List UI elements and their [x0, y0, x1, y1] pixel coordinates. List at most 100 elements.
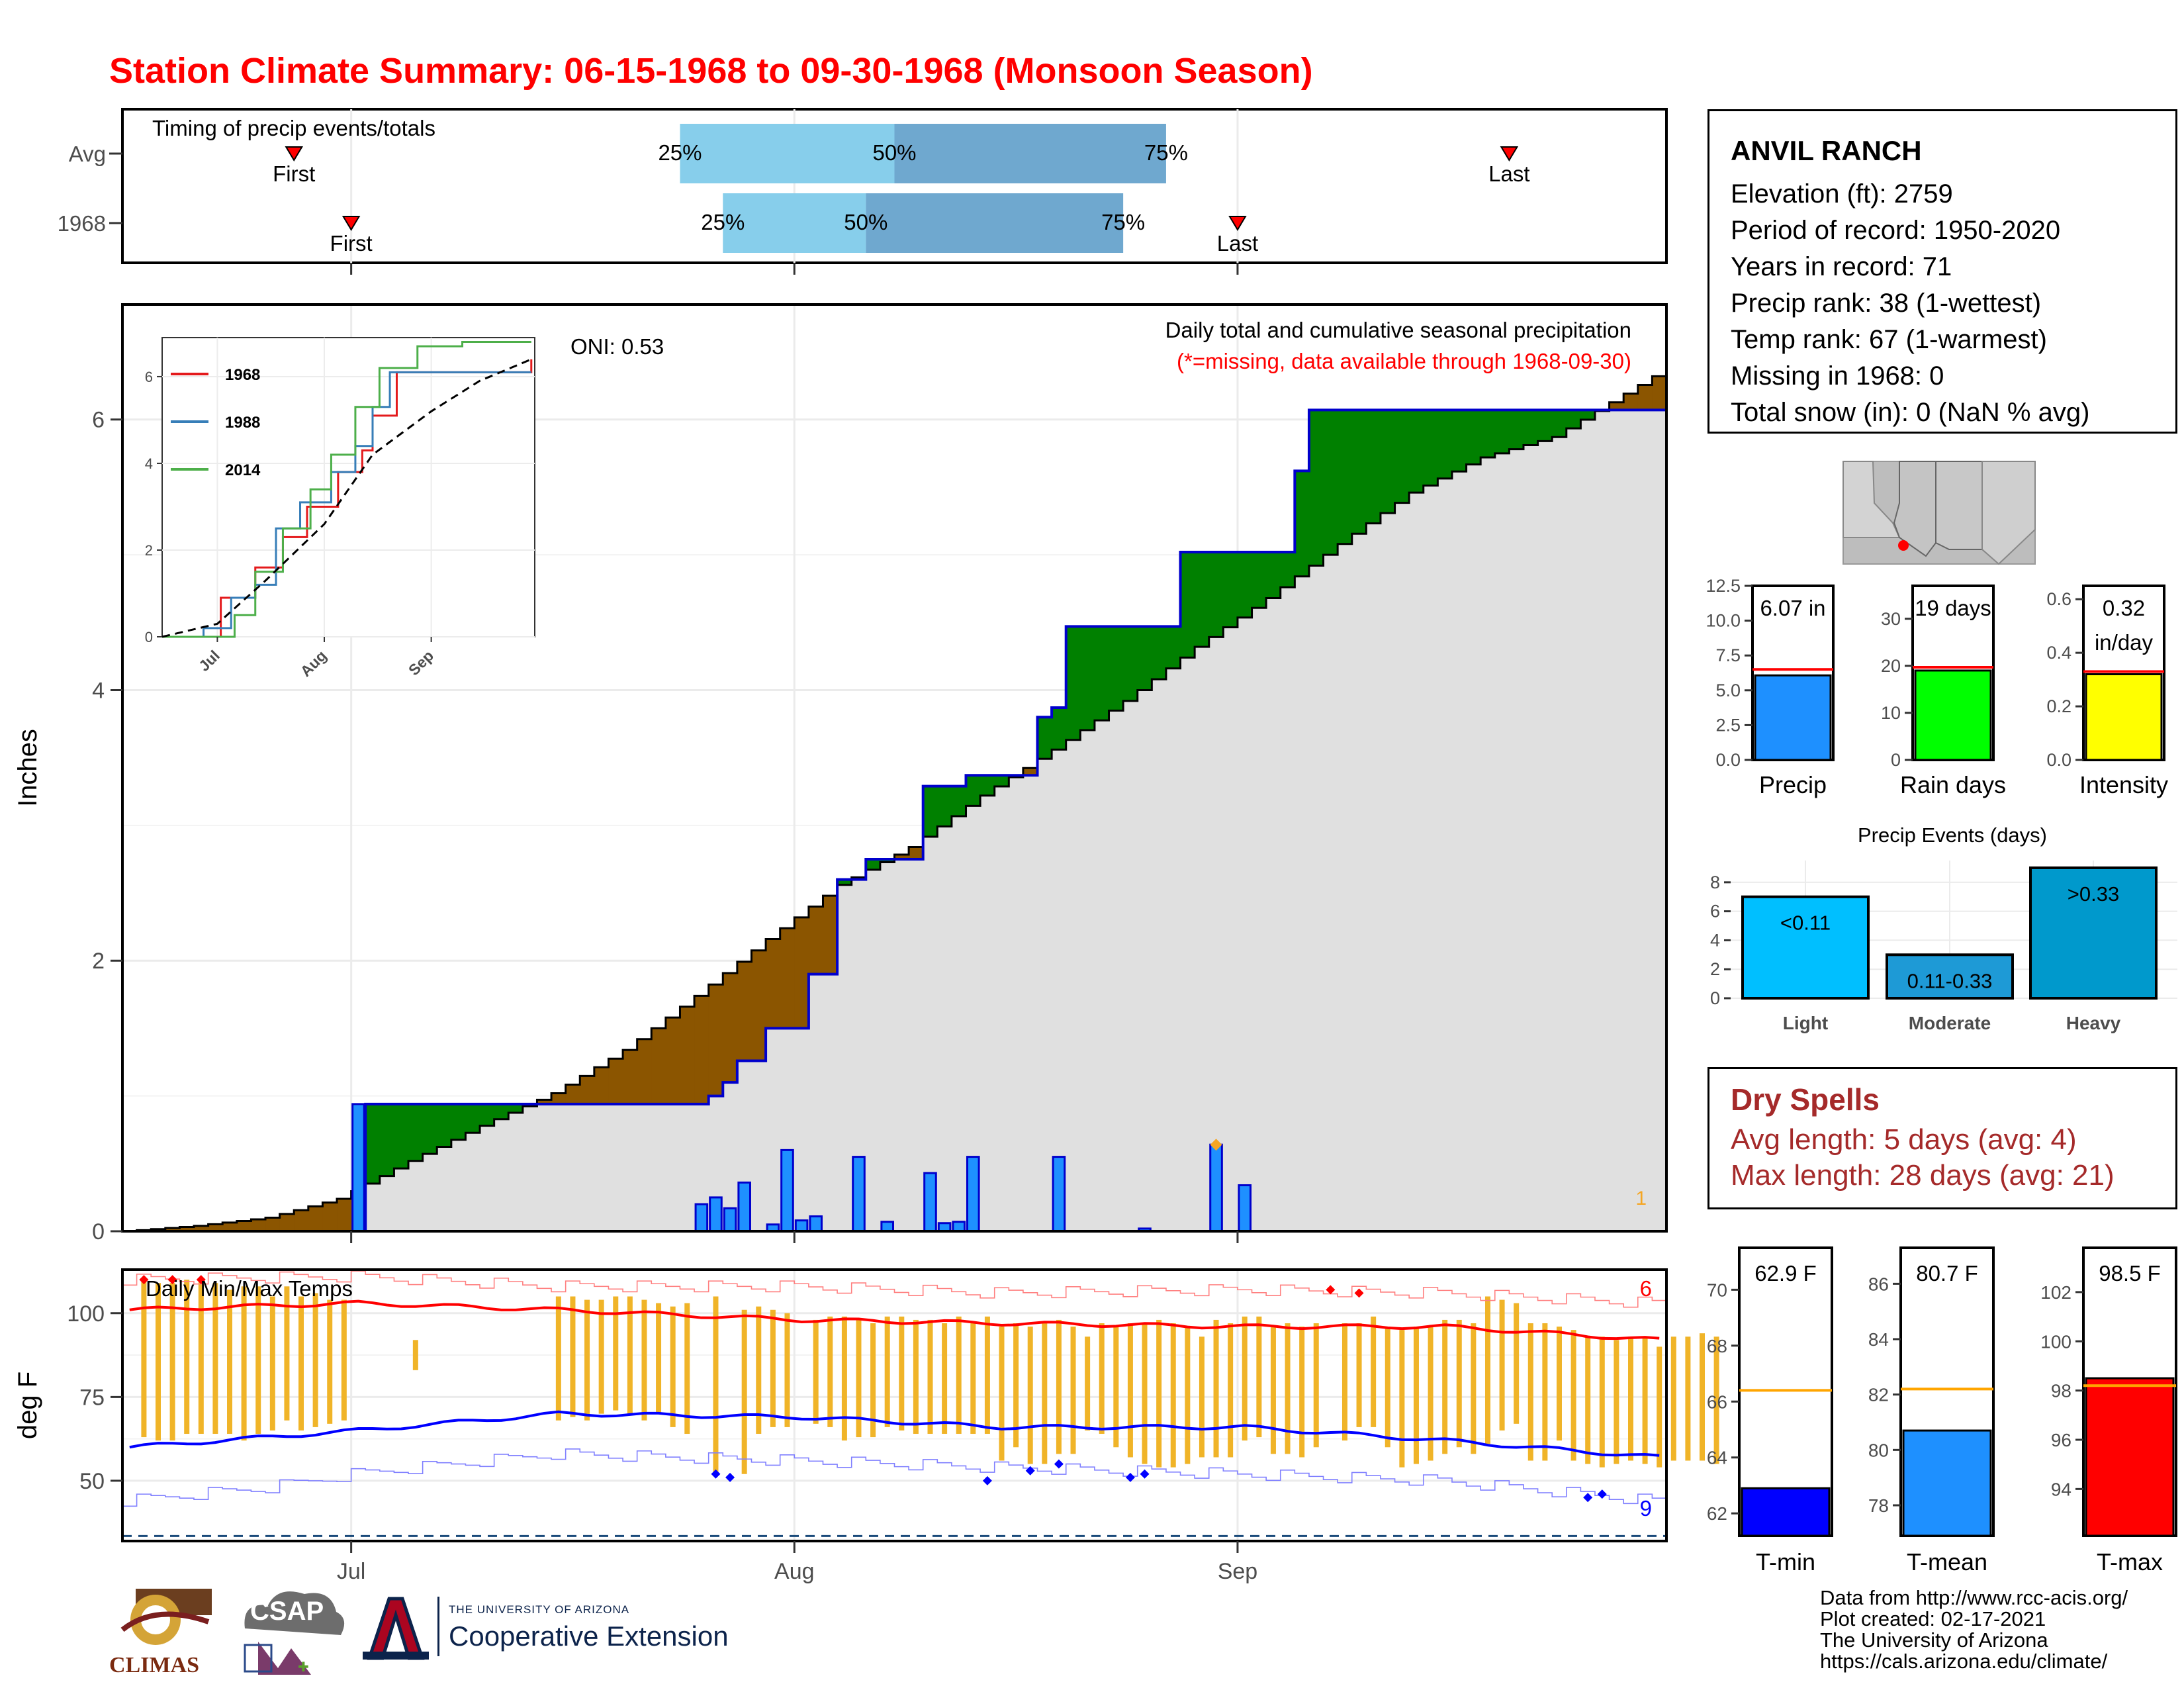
temp-summary-y-tick-label: 96 [2051, 1430, 2071, 1450]
timing-pct-label: 75% [1144, 140, 1188, 165]
cumulative-base-fill [408, 1160, 424, 1231]
events-y-tick-label: 6 [1710, 902, 1720, 921]
summary-y-tick-label: 0.0 [2046, 750, 2071, 770]
cumulative-base-fill [1208, 637, 1224, 1231]
events-title: Precip Events (days) [1858, 823, 2047, 847]
record-low-marker [1025, 1466, 1035, 1476]
avg-min-line [129, 1410, 1660, 1457]
cumulative-base-fill [923, 837, 938, 1231]
below-average-fill [337, 1198, 352, 1231]
record-min-line [122, 1448, 1666, 1507]
daily-temp-range-bar [1042, 1323, 1048, 1464]
below-average-fill [165, 1228, 181, 1231]
daily-temp-range-bar [298, 1296, 304, 1430]
daily-temp-range-bar [1356, 1323, 1362, 1427]
events-y-tick-label: 8 [1710, 872, 1720, 892]
record-high-marker [1326, 1285, 1336, 1295]
cumulative-base-fill [1437, 478, 1453, 1232]
inset-frame [161, 337, 535, 637]
daily-temp-range-bar [956, 1316, 962, 1434]
summary-y-tick-label: 20 [1881, 656, 1901, 676]
events-category-label: Heavy [2066, 1013, 2121, 1033]
csap-logo[interactable]: ✚ CSAP [232, 1582, 351, 1681]
daily-temp-range-bar [999, 1327, 1005, 1461]
record-low-marker [1597, 1489, 1607, 1499]
above-average-fill [951, 786, 967, 816]
above-average-fill [837, 879, 852, 885]
daily-temp-range-bar [770, 1309, 776, 1427]
above-average-fill [980, 775, 995, 796]
daily-temp-range-bar [412, 1340, 418, 1370]
summary-y-tick-label: 0.6 [2046, 589, 2071, 609]
daily-precip-bar [1238, 1184, 1252, 1233]
temp-summary-value-label: 98.5 F [2099, 1261, 2161, 1286]
record-low-marker [1140, 1469, 1150, 1479]
timing-pct-label: 25% [701, 210, 745, 234]
timing-pct-label: 25% [658, 140, 702, 165]
cumulative-base-fill [1323, 555, 1338, 1231]
daily-temp-range-bar [870, 1323, 876, 1438]
daily-temp-range-bar [184, 1280, 190, 1434]
cumulative-base-fill [1109, 710, 1124, 1231]
cumulative-base-fill [1280, 587, 1295, 1231]
above-average-fill [1366, 410, 1381, 524]
dry-spells-max: Max length: 28 days (avg: 21) [1731, 1159, 2115, 1192]
daily-precip-bar [694, 1203, 709, 1233]
cumulative-base-fill [1423, 485, 1438, 1231]
record-low-marker [1583, 1493, 1593, 1503]
summary-value-unit: in/day [2095, 630, 2154, 655]
cumulative-base-fill [537, 1103, 552, 1231]
timing-q-dark [866, 193, 1124, 253]
temp-summary-y-tick-label: 62 [1707, 1503, 1727, 1524]
cumulative-base-fill [365, 1184, 381, 1231]
cumulative-base-fill [565, 1103, 580, 1231]
above-average-fill [1338, 410, 1353, 544]
above-average-fill [1152, 626, 1167, 680]
events-y-tick-label: 2 [1710, 959, 1720, 979]
daily-temp-range-bar [1471, 1323, 1477, 1454]
above-average-fill [465, 1103, 480, 1133]
daily-temp-range-bar [613, 1296, 619, 1411]
cumulative-base-fill [1451, 471, 1467, 1232]
corner-count: 1 [1635, 1188, 1647, 1209]
cumulative-base-fill [1594, 410, 1610, 1231]
cumulative-base-fill [437, 1147, 452, 1231]
cumulative-base-fill [1623, 410, 1639, 1232]
events-bar-label: >0.33 [2068, 882, 2119, 906]
station-elevation: Elevation (ft): 2759 [1731, 179, 1953, 209]
daily-temp-range-bar [198, 1280, 204, 1434]
temp-frame [121, 1268, 1668, 1542]
cumulative-base-fill [909, 859, 924, 1231]
above-average-fill [1295, 471, 1310, 577]
above-average-fill [1066, 626, 1081, 740]
timing-panel: Timing of precip events/totals Avg 25% 50% 7… [58, 108, 1668, 275]
cumulative-base-fill [1152, 679, 1167, 1231]
daily-temp-range-bar [756, 1306, 762, 1434]
summary-y-tick-label: 0.2 [2046, 696, 2071, 716]
below-average-fill [894, 855, 909, 859]
summary-y-tick-label: 10 [1881, 703, 1901, 723]
inset-y-tick-label: 4 [145, 455, 153, 472]
observed-cumulative-line [122, 408, 1666, 1233]
temp-summary-y-tick-label: 70 [1707, 1280, 1727, 1300]
ua-logo[interactable]: THE UNIVERSITY OF ARIZONA Cooperative Ex… [359, 1595, 756, 1668]
above-average-fill [1380, 410, 1396, 514]
cumulative-base-fill [594, 1103, 610, 1231]
temp-summary-y-tick-label: 84 [1868, 1329, 1889, 1350]
cumulative-base-fill [1523, 445, 1539, 1232]
cumulative-base-fill [1466, 464, 1481, 1231]
below-average-fill [909, 847, 924, 859]
record-max-line [122, 1270, 1666, 1308]
below-average-fill [637, 1039, 652, 1104]
climas-label: CLIMAS [109, 1653, 200, 1677]
main-annotation-missing: (*=missing, data available through 1968-… [1177, 349, 1631, 373]
cumulative-base-fill [494, 1119, 509, 1231]
timing-marker-first [341, 216, 361, 231]
map-state-shape [1843, 461, 1901, 538]
daily-temp-range-bar [1099, 1323, 1105, 1434]
daily-temp-range-bar [1371, 1316, 1377, 1427]
climas-logo[interactable]: CLIMAS [109, 1583, 218, 1677]
below-average-fill [723, 973, 738, 1083]
above-average-fill [1566, 410, 1581, 429]
daily-temp-range-bar [1285, 1323, 1291, 1454]
